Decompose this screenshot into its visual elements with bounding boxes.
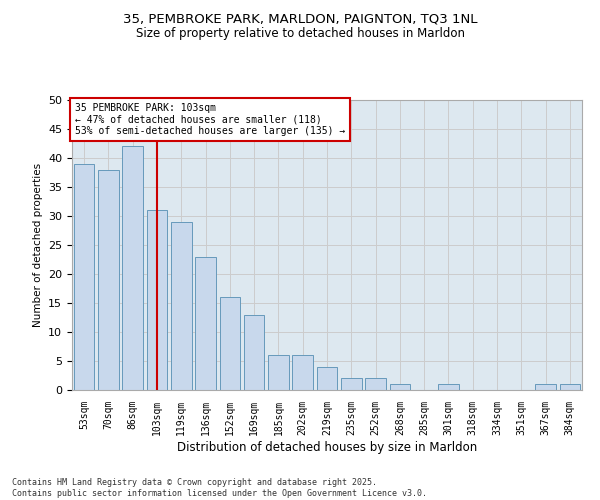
Bar <box>74 164 94 390</box>
Text: 35 PEMBROKE PARK: 103sqm
← 47% of detached houses are smaller (118)
53% of semi-: 35 PEMBROKE PARK: 103sqm ← 47% of detach… <box>74 103 345 136</box>
Bar <box>560 384 580 390</box>
Bar <box>341 378 362 390</box>
Text: Contains HM Land Registry data © Crown copyright and database right 2025.
Contai: Contains HM Land Registry data © Crown c… <box>12 478 427 498</box>
Text: Size of property relative to detached houses in Marldon: Size of property relative to detached ho… <box>136 28 464 40</box>
X-axis label: Distribution of detached houses by size in Marldon: Distribution of detached houses by size … <box>177 440 477 454</box>
Bar <box>220 297 240 390</box>
Bar <box>171 222 191 390</box>
Bar <box>389 384 410 390</box>
Bar <box>438 384 459 390</box>
Bar <box>317 367 337 390</box>
Bar <box>244 314 265 390</box>
Bar <box>98 170 119 390</box>
Bar <box>195 256 216 390</box>
Y-axis label: Number of detached properties: Number of detached properties <box>32 163 43 327</box>
Bar <box>146 210 167 390</box>
Text: 35, PEMBROKE PARK, MARLDON, PAIGNTON, TQ3 1NL: 35, PEMBROKE PARK, MARLDON, PAIGNTON, TQ… <box>123 12 477 26</box>
Bar <box>268 355 289 390</box>
Bar <box>365 378 386 390</box>
Bar <box>122 146 143 390</box>
Bar <box>535 384 556 390</box>
Bar <box>292 355 313 390</box>
